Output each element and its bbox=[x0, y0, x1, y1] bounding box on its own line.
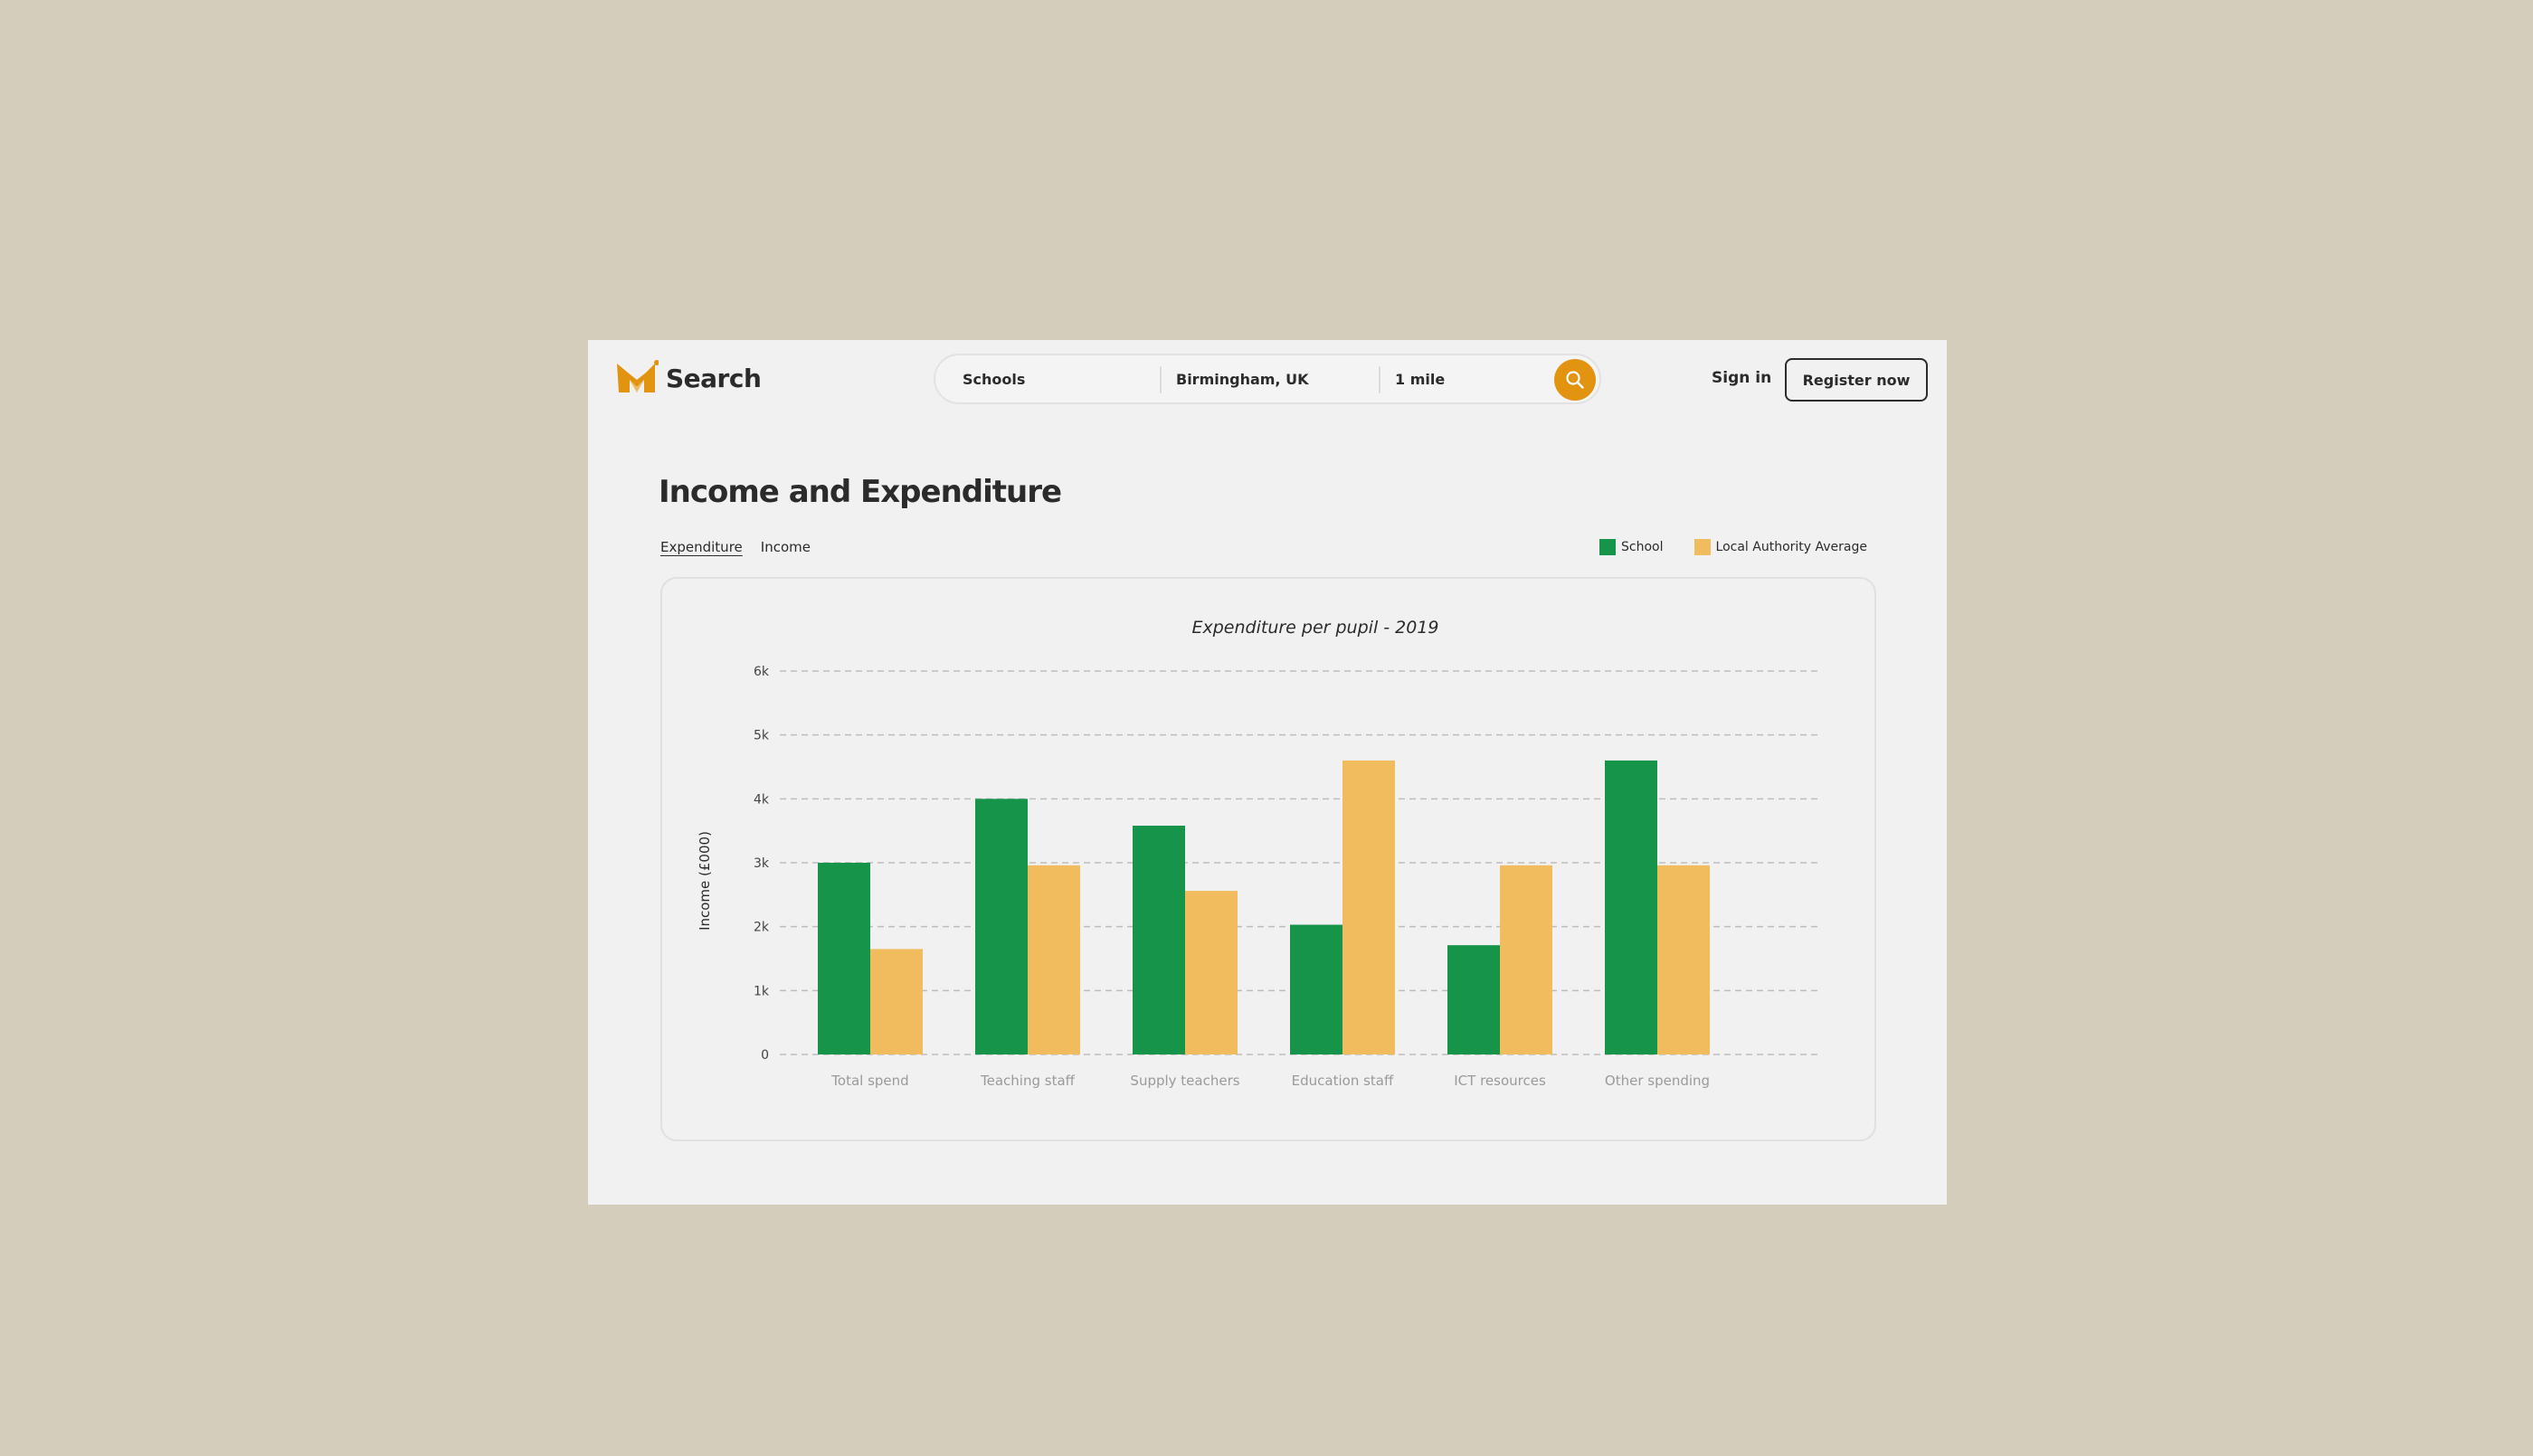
bar-la-average[interactable] bbox=[1500, 865, 1552, 1054]
search-icon bbox=[1566, 371, 1584, 389]
chart-card: Expenditure per pupil - 2019 Income (£000… bbox=[660, 577, 1876, 1141]
app-window: Search Schools Birmingham, UK 1 mile Sig… bbox=[588, 340, 1947, 1205]
bar-chart: Expenditure per pupil - 2019 Income (£000… bbox=[697, 618, 1818, 1089]
bar-la-average[interactable] bbox=[1185, 891, 1238, 1054]
bar-school[interactable] bbox=[1290, 924, 1342, 1054]
bar-la-average[interactable] bbox=[1657, 865, 1710, 1054]
bar-la-average[interactable] bbox=[870, 949, 923, 1054]
legend-swatch bbox=[1599, 539, 1617, 555]
tab-income[interactable]: Income bbox=[760, 539, 811, 555]
bar-school[interactable] bbox=[818, 863, 870, 1054]
y-tick-label: 1k bbox=[754, 984, 770, 998]
bar-school[interactable] bbox=[1133, 826, 1185, 1054]
search-bar: Schools Birmingham, UK 1 mile bbox=[934, 354, 1601, 404]
x-tick-label: ICT resources bbox=[1454, 1073, 1546, 1089]
chart-title: Expenditure per pupil - 2019 bbox=[1191, 618, 1438, 638]
legend-item-school: School bbox=[1599, 539, 1664, 555]
y-tick-label: 0 bbox=[761, 1048, 769, 1063]
search-button[interactable] bbox=[1554, 359, 1596, 401]
logo[interactable]: Search bbox=[615, 360, 762, 396]
x-tick-label: Teaching staff bbox=[980, 1073, 1076, 1089]
y-tick-label: 6k bbox=[754, 665, 770, 679]
x-tick-label: Supply teachers bbox=[1130, 1073, 1239, 1089]
bar-school[interactable] bbox=[1447, 945, 1500, 1054]
legend-swatch bbox=[1693, 539, 1711, 555]
brand-name: Search bbox=[666, 363, 762, 393]
legend-item-la-average: Local Authority Average bbox=[1693, 539, 1867, 555]
location-field[interactable]: Birmingham, UK bbox=[1176, 370, 1309, 388]
y-tick-label: 2k bbox=[754, 921, 770, 935]
y-tick-label: 3k bbox=[754, 856, 770, 871]
y-tick-label: 5k bbox=[754, 729, 770, 743]
sign-in-link[interactable]: Sign in bbox=[1712, 369, 1772, 387]
radius-field[interactable]: 1 mile bbox=[1395, 370, 1446, 388]
fox-logo-icon bbox=[617, 360, 659, 392]
category-field[interactable]: Schools bbox=[963, 370, 1026, 388]
bar-la-average[interactable] bbox=[1342, 760, 1395, 1054]
bar-school[interactable] bbox=[1605, 760, 1657, 1054]
y-tick-label: 4k bbox=[754, 792, 770, 807]
y-axis-label: Income (£000) bbox=[697, 831, 713, 931]
x-tick-label: Total spend bbox=[830, 1073, 908, 1089]
register-button[interactable]: Register now bbox=[1785, 358, 1928, 402]
page-title: Income and Expenditure bbox=[659, 474, 1062, 510]
bar-la-average[interactable] bbox=[1028, 865, 1080, 1054]
bar-school[interactable] bbox=[975, 799, 1028, 1054]
tab-bar: Expenditure Income bbox=[660, 539, 811, 555]
chart-legend: School Local Authority Average bbox=[1599, 539, 1867, 555]
top-navigation: Search Schools Birmingham, UK 1 mile Sig… bbox=[588, 340, 1947, 420]
search-divider bbox=[1379, 366, 1380, 393]
legend-label: Local Authority Average bbox=[1715, 540, 1867, 554]
x-tick-label: Other spending bbox=[1605, 1073, 1710, 1089]
tab-expenditure[interactable]: Expenditure bbox=[660, 539, 743, 555]
x-tick-label: Education staff bbox=[1292, 1073, 1394, 1089]
search-divider bbox=[1160, 366, 1162, 393]
legend-label: School bbox=[1621, 540, 1664, 554]
